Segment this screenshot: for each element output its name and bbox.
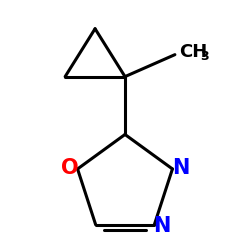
Text: 3: 3 <box>200 50 209 63</box>
Text: N: N <box>172 158 189 178</box>
Text: N: N <box>154 216 171 236</box>
Text: CH: CH <box>179 43 207 61</box>
Text: O: O <box>61 158 78 178</box>
